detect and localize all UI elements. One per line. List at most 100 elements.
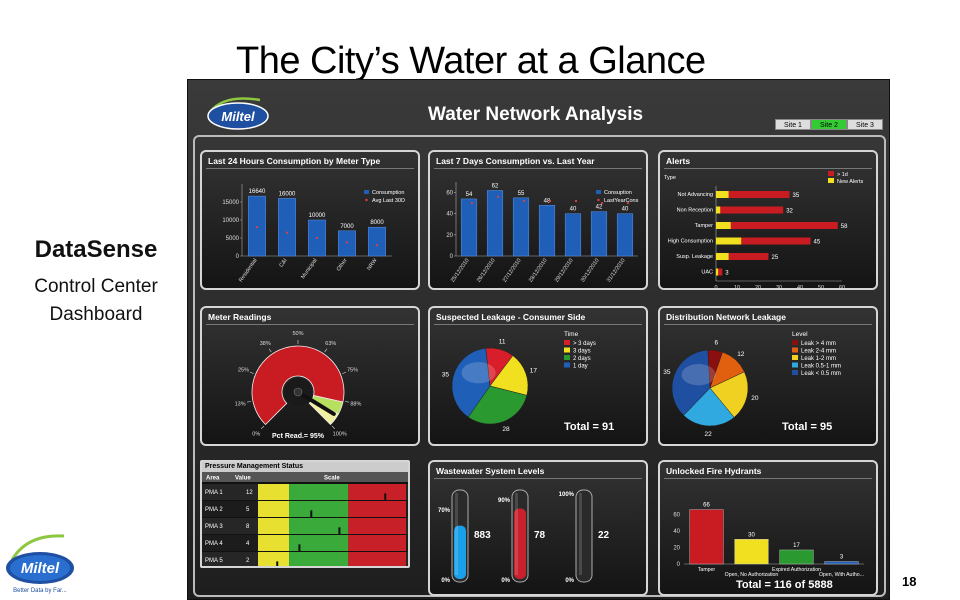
bar-data-label: 3 — [725, 271, 729, 277]
bar — [689, 509, 724, 565]
bar-data-label: 45 — [814, 240, 821, 246]
app-logo-text: Miltel — [221, 109, 255, 124]
panel-title: Last 7 Days Consumption vs. Last Year — [436, 156, 595, 166]
divider — [206, 168, 414, 169]
panel-title: Meter Readings — [208, 312, 272, 322]
company-logo: Miltel Better Data by Far... — [6, 534, 74, 594]
y-tick-label: 40 — [446, 212, 453, 218]
legend-swatch — [792, 355, 798, 360]
divider — [664, 168, 872, 169]
hydrants-chart: 60 40 20 0 66 Tamper 30 Open, No Authorization 1… — [673, 503, 864, 578]
y-tick-label: 10000 — [222, 218, 239, 224]
bar-data-label: 42 — [596, 205, 603, 211]
bar-data-label: 40 — [570, 207, 577, 213]
dashboard-frame — [193, 135, 886, 597]
slice-label: 12 — [737, 351, 745, 358]
tube-max-label: 90% — [498, 498, 511, 504]
avg-marker — [375, 244, 379, 247]
category-label: High Consumption — [668, 239, 713, 245]
new-alert-bar — [716, 206, 721, 214]
company-tagline: Better Data by Far... — [13, 588, 67, 594]
bar-data-label: 16000 — [279, 191, 296, 197]
gauge-tick-label: 75% — [347, 367, 358, 373]
scale-red — [348, 552, 406, 566]
bar-data-label: 35 — [793, 193, 800, 199]
bar-data-label: 7000 — [340, 224, 354, 230]
tube-min-label: 0% — [501, 578, 510, 584]
divider — [434, 478, 642, 479]
pie-slice — [467, 385, 528, 425]
divider — [206, 324, 414, 325]
bar — [616, 213, 634, 257]
bar-data-label: 17 — [793, 543, 800, 549]
gauge-tick-label: 25% — [238, 367, 249, 373]
gauge-readout: Pct Read.= 95% — [272, 433, 325, 440]
gauge-red-zone — [251, 345, 345, 426]
panel-meter-readings[interactable]: Meter Readings 0% 13% 25% 38% 50% 63% 75% 88% 10… — [200, 306, 420, 446]
panel-title: Distribution Network Leakage — [666, 312, 786, 322]
tab-site-1[interactable]: Site 1 — [775, 119, 811, 130]
y-tick-label: 40 — [673, 529, 680, 535]
type-label: Type — [664, 175, 676, 181]
consumption-24h-chart: 15000 10000 5000 0 16640 Residential 16000 C&I 1… — [222, 184, 405, 283]
row-value: 12 — [246, 490, 253, 496]
legend-label: Leak 0.5-1 mm — [801, 364, 841, 370]
page-number: 18 — [902, 574, 917, 589]
y-tick-label: 0 — [450, 254, 454, 260]
legend-label: Leak 1-2 mm — [801, 356, 836, 362]
legend-swatch — [564, 362, 570, 368]
panel-title: Last 24 Hours Consumption by Meter Type — [208, 156, 381, 166]
scale-red — [348, 535, 406, 551]
panel-network-leakage[interactable]: Distribution Network Leakage 6 12 20 22 35 Le… — [658, 306, 878, 446]
panel-alerts[interactable]: Alerts Type > 1d New Alerts 0 10 20 30 40 50 60 No… — [658, 150, 878, 290]
row-area: PMA 5 — [205, 558, 223, 564]
avg-marker — [600, 202, 604, 205]
panel-pressure-management[interactable]: Pressure Management Status Area Value Scal… — [200, 460, 410, 568]
tube-shine — [515, 493, 518, 575]
site-tabs: Site 1 Site 2 Site 3 — [775, 119, 883, 130]
slice-label: 20 — [751, 395, 759, 402]
panel-title: Alerts — [666, 156, 691, 166]
panel-consumption-7d[interactable]: Last 7 Days Consumption vs. Last Year 60… — [428, 150, 648, 290]
pie-highlight — [681, 364, 716, 386]
tab-site-2[interactable]: Site 2 — [811, 119, 847, 130]
scale-marker — [338, 527, 341, 535]
legend-swatch — [564, 355, 570, 360]
x-tick-label: Open, With Autho... — [819, 572, 864, 578]
legend-title: Level — [792, 331, 808, 338]
panel-consumption-24h[interactable]: Last 24 Hours Consumption by Meter Type … — [200, 150, 420, 290]
panel-leakage-consumer[interactable]: Suspected Leakage - Consumer Side 11 17 28… — [428, 306, 648, 446]
tube-max-label: 70% — [438, 508, 451, 514]
scale-green — [289, 535, 349, 551]
scale-yellow — [258, 535, 290, 551]
tube-shine — [455, 493, 458, 575]
app-header: Miltel Water Network Analysis Site 1 Sit… — [188, 80, 889, 134]
tube-fill — [514, 508, 526, 579]
slice-label: 28 — [502, 426, 510, 433]
new-alert-bar — [716, 237, 742, 245]
legend-marker — [365, 198, 368, 202]
scale-green — [289, 518, 349, 534]
legend-label: > 1d — [837, 172, 848, 178]
x-tick-label: 20 — [755, 285, 761, 290]
slice-label: 11 — [499, 339, 506, 346]
panel-fire-hydrants[interactable]: Unlocked Fire Hydrants 60 40 20 0 66 Tamper 30… — [658, 460, 878, 596]
pie-slice — [451, 347, 491, 418]
col-header-value: Value — [235, 476, 251, 482]
bar-data-label: 48 — [544, 198, 551, 204]
bar-data-label: 66 — [703, 503, 710, 509]
x-tick-label: Open, No Authorization — [725, 572, 779, 578]
bar — [460, 198, 478, 257]
row-value: 8 — [246, 524, 250, 530]
tab-site-3[interactable]: Site 3 — [847, 119, 883, 130]
x-tick-label: Other — [336, 258, 349, 273]
panel-wastewater[interactable]: Wastewater System Levels 70% 0% 883 90% 0% 78… — [428, 460, 648, 596]
divider — [664, 324, 872, 325]
x-tick-label: C&I — [278, 257, 288, 268]
new-alert-bar — [716, 253, 729, 260]
wastewater-tubes: 70% 0% 883 90% 0% 78 100% 0% 22 — [438, 489, 610, 584]
new-alert-bar — [716, 191, 729, 198]
legend-label: 3 days — [573, 349, 591, 355]
bar-data-label: 55 — [518, 191, 525, 197]
divider — [434, 324, 642, 325]
